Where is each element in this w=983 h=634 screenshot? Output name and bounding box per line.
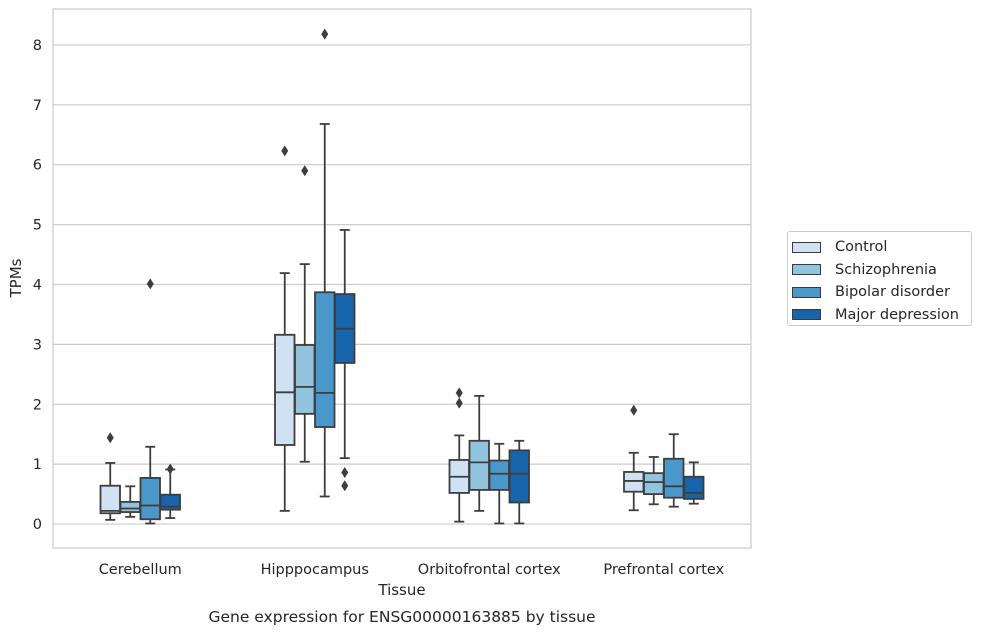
legend-item: Bipolar disorder (792, 281, 971, 304)
x-tick-labels: Cerebellum Hipppocampus Orbitofrontal cort… (99, 562, 725, 578)
legend-item: Schizophrenia (792, 259, 971, 282)
y-tick-label: 1 (33, 457, 42, 473)
x-tick-label: Orbitofrontal cortex (418, 562, 561, 578)
box-major-depression (334, 229, 356, 492)
outlier-point (321, 28, 329, 40)
box-bipolar-disorder (663, 433, 685, 508)
x-tick-label: Prefrontal cortex (603, 562, 724, 578)
box-major-depression (683, 461, 705, 505)
box-schizophrenia (294, 165, 316, 463)
outlier-point (341, 480, 349, 492)
box-bipolar-disorder (139, 278, 161, 525)
box-iqr (99, 484, 121, 515)
box-iqr (139, 477, 161, 521)
outlier-point (106, 432, 114, 444)
legend-item: Control (792, 236, 971, 259)
outlier-point (341, 467, 349, 479)
box-iqr (663, 457, 685, 499)
outlier-point (630, 404, 638, 416)
legend-label: Major depression (835, 306, 959, 323)
x-tick-label: Cerebellum (99, 562, 182, 578)
outlier-point (301, 165, 309, 177)
legend: Control Schizophrenia Bipolar disorder Majo… (787, 231, 972, 326)
legend-swatch (792, 286, 821, 298)
legend-label: Bipolar disorder (835, 284, 950, 301)
box-schizophrenia (119, 485, 141, 518)
y-tick-label: 4 (33, 277, 42, 293)
y-tick-label: 2 (33, 397, 42, 413)
y-tick-label: 8 (33, 38, 42, 54)
box-control (99, 432, 121, 521)
outlier-point (166, 463, 174, 475)
legend-swatch (792, 309, 821, 321)
y-tick-label: 0 (33, 517, 42, 533)
box-plots (99, 28, 705, 525)
y-tick-labels: 0 1 2 3 4 5 6 7 8 (33, 38, 42, 533)
legend-item: Major depression (792, 304, 971, 327)
chart-title: Gene expression for ENSG00000163885 by t… (208, 608, 595, 626)
box-bipolar-disorder (488, 442, 510, 525)
outlier-point (455, 387, 463, 399)
box-iqr (643, 472, 665, 495)
legend-swatch (792, 264, 821, 276)
box-major-depression (159, 463, 181, 519)
box-iqr (314, 291, 336, 428)
outlier-point (146, 278, 154, 290)
y-tick-label: 5 (33, 218, 42, 234)
y-tick-label: 7 (33, 98, 42, 114)
box-control (623, 404, 645, 512)
outlier-point (281, 145, 289, 157)
box-iqr (468, 439, 490, 491)
box-iqr (294, 344, 316, 415)
legend-label: Control (835, 239, 888, 256)
box-bipolar-disorder (314, 28, 336, 498)
plot-frame (52, 8, 752, 549)
outlier-point (455, 397, 463, 409)
box-iqr (683, 475, 705, 500)
legend-swatch (792, 241, 821, 253)
box-iqr (274, 333, 296, 446)
box-major-depression (508, 439, 530, 525)
box-iqr (488, 459, 510, 491)
x-tick-label: Hipppocampus (261, 562, 369, 578)
y-axis-label: TPMs (7, 258, 25, 298)
box-iqr (508, 449, 530, 504)
x-axis-label: Tissue (377, 581, 425, 599)
grid (53, 44, 751, 525)
y-tick-label: 6 (33, 158, 42, 174)
box-control (448, 387, 470, 523)
legend-label: Schizophrenia (835, 261, 937, 278)
box-iqr (119, 500, 141, 513)
box-control (274, 145, 296, 512)
y-tick-label: 3 (33, 337, 42, 353)
box-schizophrenia (468, 394, 490, 512)
